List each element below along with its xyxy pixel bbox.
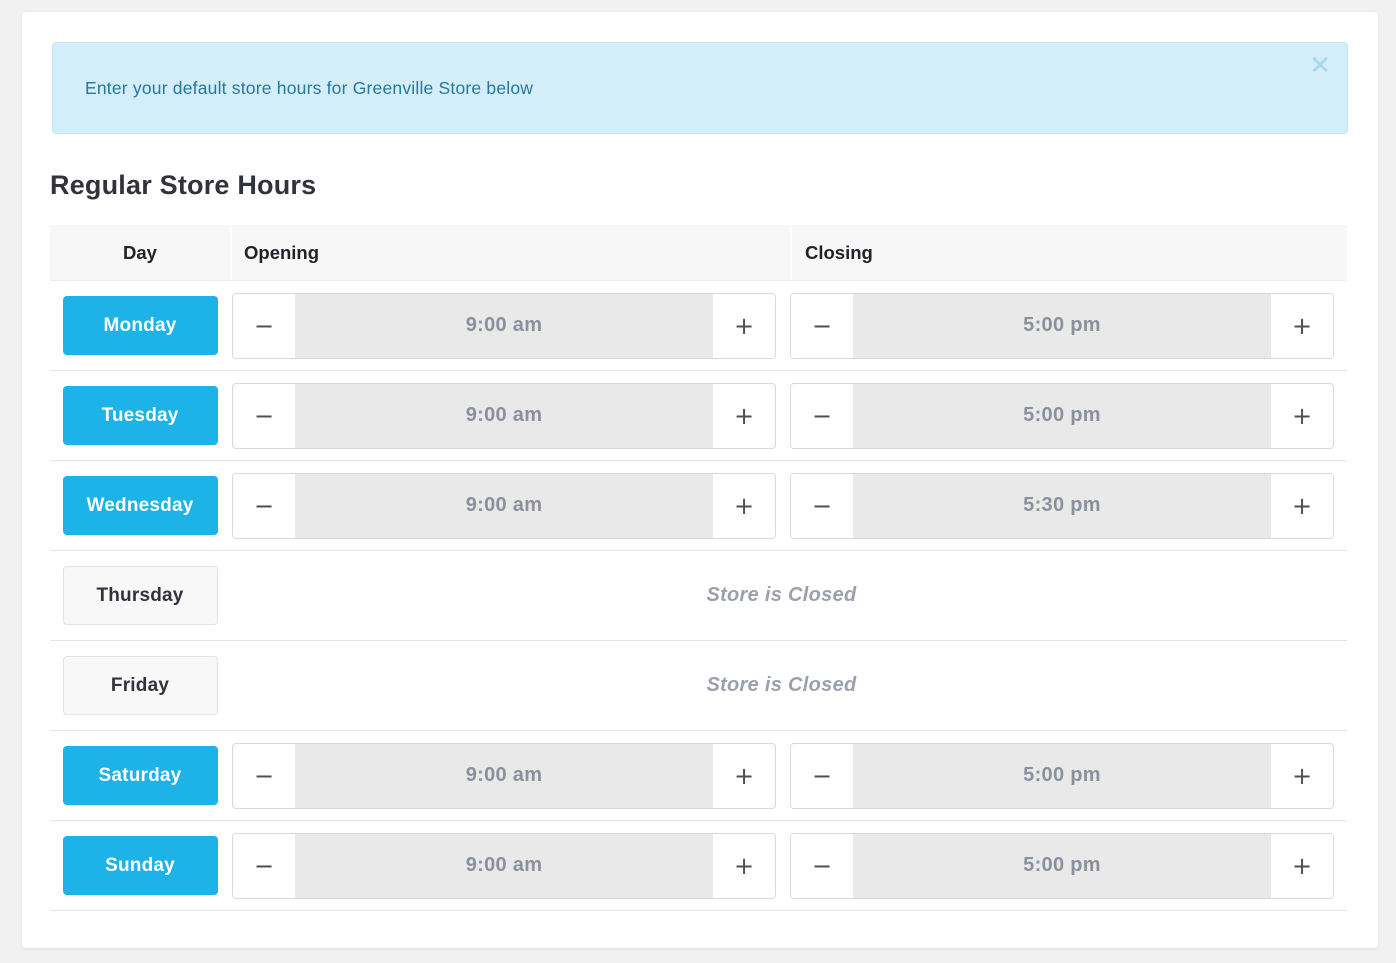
day-button[interactable]: Thursday (62, 566, 218, 625)
store-closed-label: Store is Closed (706, 674, 857, 696)
closing-stepper: − 5:00 pm + (790, 382, 1334, 449)
table-body: Monday − 9:00 am + − 5:00 pm + Tuesday −… (50, 281, 1347, 911)
increment-button[interactable]: + (713, 383, 775, 448)
closing-time-value: 5:00 pm (853, 383, 1271, 448)
opening-stepper: − 9:00 am + (232, 292, 776, 359)
closing-time-value: 5:00 pm (853, 743, 1271, 808)
day-cell: Friday (50, 656, 230, 715)
increment-button[interactable]: + (713, 743, 775, 808)
closing-stepper: − 5:30 pm + (790, 472, 1334, 539)
decrement-button[interactable]: − (233, 473, 295, 538)
opening-time-value: 9:00 am (295, 383, 713, 448)
opening-cell: − 9:00 am + (230, 742, 790, 809)
day-button[interactable]: Monday (62, 296, 218, 355)
table-row: Wednesday − 9:00 am + − 5:30 pm + (50, 461, 1347, 551)
table-header: Day Opening Closing (50, 225, 1347, 281)
table-row: Friday Store is Closed (50, 641, 1347, 731)
banner-message: Enter your default store hours for Green… (85, 77, 534, 98)
day-cell: Monday (50, 296, 230, 355)
opening-cell: − 9:00 am + (230, 292, 790, 359)
close-icon[interactable]: ✕ (1305, 49, 1335, 83)
day-button[interactable]: Wednesday (62, 476, 218, 535)
page-title: Regular Store Hours (50, 170, 317, 200)
opening-cell: − 9:00 am + (230, 832, 790, 899)
increment-button[interactable]: + (1271, 473, 1333, 538)
increment-button[interactable]: + (1271, 833, 1333, 898)
day-button[interactable]: Sunday (62, 836, 218, 895)
day-cell: Saturday (50, 746, 230, 805)
day-cell: Thursday (50, 566, 230, 625)
closing-cell: − 5:00 pm + (790, 382, 1347, 449)
day-cell: Tuesday (50, 386, 230, 445)
closing-stepper: − 5:00 pm + (790, 742, 1334, 809)
closing-time-value: 5:00 pm (853, 833, 1271, 898)
decrement-button[interactable]: − (791, 383, 853, 448)
opening-stepper: − 9:00 am + (232, 832, 776, 899)
closing-time-value: 5:30 pm (853, 473, 1271, 538)
day-button[interactable]: Tuesday (62, 386, 218, 445)
closing-stepper: − 5:00 pm + (790, 832, 1334, 899)
closing-time-value: 5:00 pm (853, 293, 1271, 358)
closing-cell: − 5:00 pm + (790, 292, 1347, 359)
decrement-button[interactable]: − (233, 743, 295, 808)
opening-stepper: − 9:00 am + (232, 382, 776, 449)
decrement-button[interactable]: − (791, 833, 853, 898)
info-banner: Enter your default store hours for Green… (52, 42, 1348, 134)
decrement-button[interactable]: − (233, 293, 295, 358)
store-hours-table: Day Opening Closing Monday − 9:00 am + −… (50, 225, 1347, 911)
day-cell: Sunday (50, 836, 230, 895)
increment-button[interactable]: + (1271, 293, 1333, 358)
opening-cell: − 9:00 am + (230, 472, 790, 539)
increment-button[interactable]: + (713, 293, 775, 358)
increment-button[interactable]: + (713, 473, 775, 538)
day-cell: Wednesday (50, 476, 230, 535)
day-button[interactable]: Saturday (62, 746, 218, 805)
table-row: Sunday − 9:00 am + − 5:00 pm + (50, 821, 1347, 911)
header-cell-day: Day (123, 241, 157, 263)
opening-cell: − 9:00 am + (230, 382, 790, 449)
table-row: Thursday Store is Closed (50, 551, 1347, 641)
table-row: Tuesday − 9:00 am + − 5:00 pm + (50, 371, 1347, 461)
header-cell-opening: Opening (230, 225, 790, 280)
decrement-button[interactable]: − (791, 743, 853, 808)
opening-time-value: 9:00 am (295, 743, 713, 808)
increment-button[interactable]: + (1271, 743, 1333, 808)
closing-stepper: − 5:00 pm + (790, 292, 1334, 359)
header-cell-closing: Closing (790, 225, 1347, 280)
decrement-button[interactable]: − (791, 293, 853, 358)
opening-stepper: − 9:00 am + (232, 742, 776, 809)
opening-stepper: − 9:00 am + (232, 472, 776, 539)
table-row: Monday − 9:00 am + − 5:00 pm + (50, 281, 1347, 371)
closing-cell: − 5:00 pm + (790, 832, 1347, 899)
increment-button[interactable]: + (713, 833, 775, 898)
closing-cell: − 5:00 pm + (790, 742, 1347, 809)
closing-cell: − 5:30 pm + (790, 472, 1347, 539)
increment-button[interactable]: + (1271, 383, 1333, 448)
decrement-button[interactable]: − (233, 383, 295, 448)
decrement-button[interactable]: − (791, 473, 853, 538)
store-closed-label: Store is Closed (706, 584, 857, 606)
decrement-button[interactable]: − (233, 833, 295, 898)
opening-time-value: 9:00 am (295, 833, 713, 898)
store-hours-card: Enter your default store hours for Green… (22, 12, 1378, 948)
opening-time-value: 9:00 am (295, 473, 713, 538)
opening-time-value: 9:00 am (295, 293, 713, 358)
day-button[interactable]: Friday (62, 656, 218, 715)
table-row: Saturday − 9:00 am + − 5:00 pm + (50, 731, 1347, 821)
